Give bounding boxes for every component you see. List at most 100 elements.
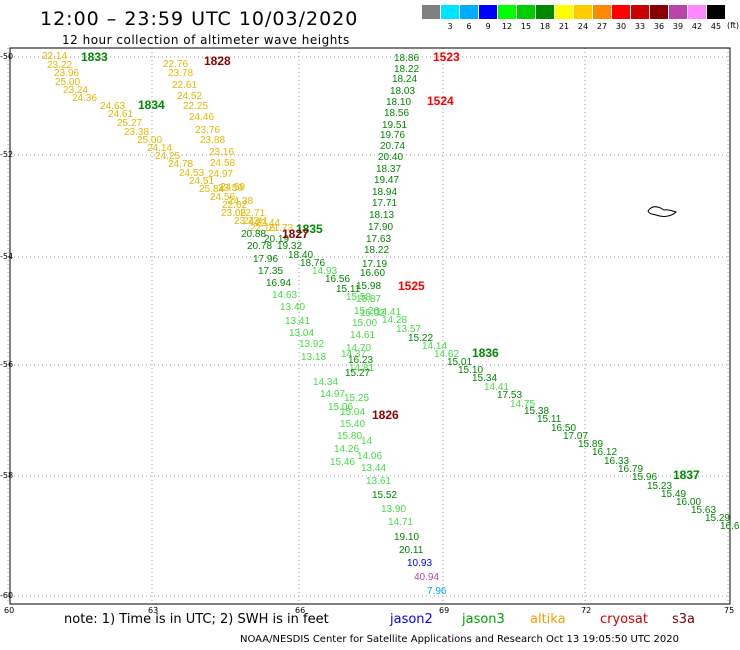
swh-value: 14.71 bbox=[388, 517, 413, 528]
swh-value: 14.93 bbox=[312, 266, 337, 277]
swh-value: 13.57 bbox=[396, 324, 421, 335]
swh-value: 18.40 bbox=[288, 250, 313, 261]
legend-tick-label: 39 bbox=[672, 22, 684, 31]
swh-value: 18.76 bbox=[300, 258, 325, 269]
legend-swatch bbox=[422, 5, 440, 19]
legend-swatch bbox=[631, 5, 649, 19]
swh-value: 24.41 bbox=[243, 216, 268, 227]
swh-value: 16.12 bbox=[592, 447, 617, 458]
swh-value: 20.78 bbox=[247, 241, 272, 252]
swh-value: 22.16 bbox=[250, 223, 275, 234]
legend-swatch bbox=[707, 5, 725, 19]
swh-value: 15.23 bbox=[647, 481, 672, 492]
swh-value: 18.56 bbox=[384, 108, 409, 119]
swh-value: 18.22 bbox=[394, 64, 419, 75]
swh-value: 22.76 bbox=[163, 59, 188, 70]
swh-value: 22.71 bbox=[240, 208, 265, 219]
swh-value: 15.25 bbox=[344, 393, 369, 404]
pass-time-label: 1836 bbox=[472, 346, 499, 360]
swh-value: 14.70 bbox=[346, 343, 371, 354]
latitude-label: -60 bbox=[0, 591, 14, 600]
swh-value: 14.06 bbox=[357, 451, 382, 462]
swh-value: 15.63 bbox=[691, 505, 716, 516]
credit-line: NOAA/NESDIS Center for Satellite Applica… bbox=[240, 634, 679, 645]
swh-value: 20.74 bbox=[380, 141, 405, 152]
legend-swatch bbox=[555, 5, 573, 19]
latitude-label: -54 bbox=[0, 252, 14, 261]
swh-value: 24.78 bbox=[168, 159, 193, 170]
swh-value: 23.22 bbox=[47, 60, 72, 71]
swh-value: 24.58 bbox=[210, 158, 235, 169]
swh-value: 16.56 bbox=[325, 274, 350, 285]
grid-lines bbox=[7, 48, 730, 604]
legend-swatch bbox=[574, 5, 592, 19]
swh-value: 24.52 bbox=[177, 91, 202, 102]
swh-value: 14.97 bbox=[320, 389, 345, 400]
pass-time-label: 1834 bbox=[138, 98, 165, 112]
swh-value: 24.56 bbox=[210, 192, 235, 203]
swh-value: 23.76 bbox=[195, 125, 220, 136]
swh-value: 23.24 bbox=[63, 85, 88, 96]
legend-tick-label: 27 bbox=[596, 22, 608, 31]
longitude-label: 69 bbox=[439, 606, 450, 615]
swh-value: 17.90 bbox=[368, 222, 393, 233]
swh-value: 14.41 bbox=[484, 382, 509, 393]
swh-value: 14.61 bbox=[350, 330, 375, 341]
swh-value: 16.94 bbox=[266, 278, 291, 289]
pass-time-label: 1524 bbox=[427, 94, 454, 108]
swh-value: 15.40 bbox=[340, 419, 365, 430]
swh-value: 20.40 bbox=[378, 152, 403, 163]
swh-value: 22.14 bbox=[42, 51, 67, 62]
island-outline bbox=[647, 206, 677, 217]
plot-frame bbox=[9, 47, 731, 605]
legend-tick-label: 15 bbox=[520, 22, 532, 31]
swh-value: 20.88 bbox=[241, 229, 266, 240]
swh-value: 17.63 bbox=[366, 234, 391, 245]
swh-value: 13.44 bbox=[361, 463, 386, 474]
legend-tick-label: 33 bbox=[634, 22, 646, 31]
swh-value: 15.89 bbox=[578, 439, 603, 450]
map-title: 12:00 – 23:59 UTC 10/03/2020 bbox=[40, 8, 359, 30]
legend-swatch bbox=[688, 5, 706, 19]
swh-value: 15.26 bbox=[354, 306, 379, 317]
legend-swatch bbox=[498, 5, 516, 19]
swh-value: 24.36 bbox=[72, 93, 97, 104]
legend-tick-label: 36 bbox=[653, 22, 665, 31]
swh-value: 16.00 bbox=[676, 497, 701, 508]
swh-value: 23.88 bbox=[200, 135, 225, 146]
legend-altika: altika bbox=[530, 612, 566, 627]
swh-value: 15.87 bbox=[356, 294, 381, 305]
swh-value: 16.79 bbox=[618, 464, 643, 475]
longitude-label: 60 bbox=[4, 606, 15, 615]
swh-value: 25.84 bbox=[199, 184, 224, 195]
swh-value: 15.58 bbox=[346, 292, 371, 303]
swh-value: 22.62 bbox=[222, 200, 247, 211]
swh-value: 15.34 bbox=[472, 373, 497, 384]
swh-value: 15.11 bbox=[336, 284, 361, 295]
pass-time-label: 1835 bbox=[296, 222, 323, 236]
swh-value: 17.96 bbox=[253, 254, 278, 265]
swh-value: 23.06 bbox=[221, 208, 246, 219]
swh-value: 15.11 bbox=[537, 414, 562, 425]
swh-value: 14.14 bbox=[422, 341, 447, 352]
longitude-label: 75 bbox=[724, 606, 735, 615]
unit-label: (ft) bbox=[727, 21, 740, 30]
legend-swatch bbox=[593, 5, 611, 19]
swh-value: 18.10 bbox=[386, 97, 411, 108]
swh-value: 17.07 bbox=[563, 431, 588, 442]
swh-value: 23.22 bbox=[234, 216, 259, 227]
swh-value: 14.81 bbox=[349, 363, 374, 374]
swh-value: 24.53 bbox=[179, 168, 204, 179]
swh-value: 17.53 bbox=[497, 390, 522, 401]
legend-swatch bbox=[441, 5, 459, 19]
swh-value: 24.61 bbox=[108, 109, 133, 120]
latitude-label: -50 bbox=[0, 52, 14, 61]
swh-value: 18.94 bbox=[372, 187, 397, 198]
swh-value: 24.97 bbox=[208, 169, 233, 180]
swh-value: 18.13 bbox=[369, 210, 394, 221]
swh-value: 18.22 bbox=[364, 245, 389, 256]
swh-value: 18.37 bbox=[376, 164, 401, 175]
swh-value: 23.78 bbox=[168, 68, 193, 79]
swh-value: 19.10 bbox=[394, 532, 419, 543]
